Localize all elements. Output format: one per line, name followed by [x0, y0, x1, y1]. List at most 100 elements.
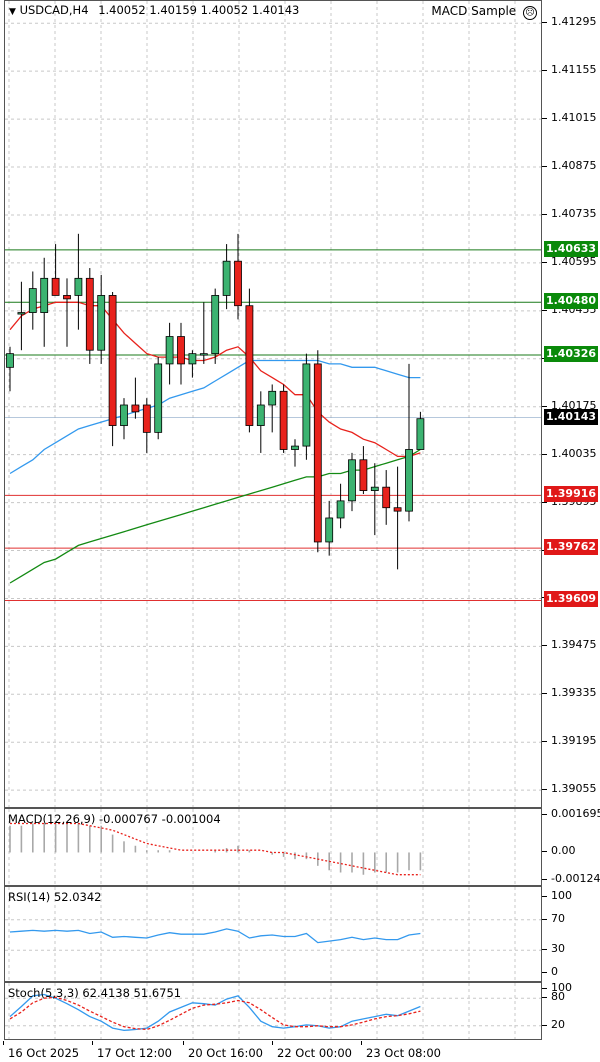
candle-bullish — [370, 486, 379, 491]
candle-bullish — [405, 449, 413, 512]
price-tick-label: 1.39475 — [542, 638, 597, 652]
stoch-tick-label: 100 — [542, 981, 572, 994]
candle-bullish — [256, 404, 265, 426]
stoch-tick-label: 20 — [542, 1017, 565, 1031]
candle-bullish — [6, 353, 14, 368]
candle-bearish — [142, 404, 151, 433]
time-tick-label: 16 Oct 2025 — [2, 1041, 80, 1060]
stoch-pane[interactable]: Stoch(5,3,3) 62.4138 51.6751 — [4, 982, 542, 1040]
rsi-axis: 100 70 30 0 — [542, 886, 600, 982]
candle-bullish — [188, 353, 197, 365]
stoch-title: Stoch(5,3,3) 62.4138 51.6751 — [8, 986, 182, 1000]
price-level-tag[interactable]: 1.40480 — [544, 293, 598, 310]
price-axis: 1.41295 1.41155 1.41015 1.40875 1.40735 1.405… — [542, 0, 600, 808]
price-level-tag[interactable]: 1.40633 — [544, 240, 598, 257]
rsi-tick-label: 30 — [542, 942, 565, 956]
price-level-tag[interactable]: 1.39762 — [544, 539, 598, 556]
candle-bullish — [28, 288, 37, 313]
macd-canvas — [8, 809, 516, 885]
candle-bearish — [177, 336, 185, 365]
expert-advisor-label[interactable]: MACD Sample ☹ — [431, 4, 537, 20]
candle-bearish — [279, 390, 288, 450]
price-tick-label: 1.40875 — [542, 159, 597, 173]
time-tick-label: 17 Oct 12:00 — [92, 1041, 172, 1060]
candle-bullish — [120, 404, 128, 426]
candle-bullish — [97, 295, 106, 351]
candle-bearish — [51, 277, 60, 296]
time-tick-label: 22 Oct 00:00 — [272, 1041, 352, 1060]
time-tick-label: 20 Oct 16:00 — [183, 1041, 263, 1060]
rsi-tick-label: 100 — [542, 889, 572, 902]
candle-bullish — [222, 260, 231, 296]
candle-bearish — [393, 507, 402, 512]
candle-bullish — [325, 517, 334, 543]
time-tick-label: 23 Oct 08:00 — [361, 1041, 441, 1060]
ohlc-values: 1.40052 1.40159 1.40052 1.40143 — [98, 3, 300, 17]
stoch-canvas — [5, 983, 541, 1039]
rsi-tick-label: 70 — [542, 911, 565, 925]
price-tick-label: 1.41155 — [542, 63, 597, 77]
candle-bullish — [199, 353, 208, 356]
candle-bearish — [359, 459, 368, 491]
macd-pane[interactable]: MACD(12,26,9) -0.000767 -0.001004 — [4, 808, 542, 886]
price-tick-label: 1.40595 — [542, 254, 597, 268]
candle-bearish — [382, 486, 391, 509]
price-tick-label: 1.39055 — [542, 782, 597, 796]
price-tick-label: 1.40175 — [542, 398, 597, 412]
stoch-tick-label: 80 — [542, 990, 565, 1004]
price-tick-label: 1.41295 — [542, 15, 597, 29]
candle-bullish — [154, 363, 163, 433]
macd-signal-line — [10, 822, 421, 876]
candle-bullish — [74, 277, 83, 296]
price-tick-label: 1.39195 — [542, 734, 597, 748]
macd-axis: 0.001695 0.00 -0.001244 — [541, 807, 600, 886]
rsi-canvas — [5, 887, 541, 981]
candle-bearish — [85, 277, 94, 351]
stoch-axis: 100 80 20 — [542, 982, 600, 1040]
candle-bearish — [108, 295, 117, 426]
price-chart-pane[interactable]: ▼ USDCAD,H4 1.40052 1.40159 1.40052 1.40… — [4, 0, 542, 808]
smiley-face-icon: ☹ — [523, 6, 537, 20]
macd-tick-label: 0.001695 — [542, 807, 600, 820]
price-tick-label: 1.40735 — [542, 206, 597, 220]
price-level-tag[interactable]: 1.40143 — [544, 408, 598, 425]
rsi-title: RSI(14) 52.0342 — [8, 890, 102, 904]
price-tick-label: 1.39335 — [542, 686, 597, 700]
candle-bullish — [291, 445, 299, 450]
price-level-tag[interactable]: 1.39916 — [544, 486, 598, 503]
candle-bullish — [17, 312, 26, 315]
candle-bullish — [40, 277, 49, 313]
expert-name: MACD Sample — [431, 4, 517, 18]
rsi-tick-label: 0 — [542, 965, 558, 978]
price-level-tag[interactable]: 1.39609 — [544, 591, 598, 608]
macd-title: MACD(12,26,9) -0.000767 -0.001004 — [8, 812, 221, 826]
candle-bullish — [336, 500, 345, 519]
rsi-pane[interactable]: RSI(14) 52.0342 — [4, 886, 542, 982]
ma-mid-line — [9, 359, 421, 475]
rsi-line — [9, 928, 421, 944]
candle-bearish — [131, 404, 140, 413]
stoch-signal-line — [9, 996, 421, 1031]
chart-header: ▼ USDCAD,H4 1.40052 1.40159 1.40052 1.40… — [9, 3, 299, 17]
ma-slow-line — [9, 448, 421, 584]
candle-bullish — [165, 336, 174, 365]
macd-tick-label: -0.001244 — [541, 873, 600, 885]
price-chart-canvas — [5, 1, 541, 807]
candle-bearish — [63, 295, 71, 300]
chart-menu-triangle-icon[interactable]: ▼ — [9, 7, 16, 17]
candle-bullish — [348, 459, 356, 502]
symbol-timeframe: USDCAD,H4 — [19, 3, 89, 17]
candle-bearish — [313, 363, 322, 543]
price-tick-label: 1.41015 — [542, 111, 597, 125]
price-tick-label: 1.40035 — [542, 446, 597, 460]
candle-bullish — [211, 295, 220, 355]
candle-bearish — [234, 260, 242, 307]
time-axis: 16 Oct 2025 17 Oct 12:00 20 Oct 16:00 22 Oc… — [0, 1040, 600, 1062]
candle-bullish — [416, 418, 425, 450]
candle-bearish — [245, 305, 254, 426]
candle-bullish — [268, 390, 277, 406]
price-level-tag[interactable]: 1.40326 — [544, 346, 598, 362]
candle-bullish — [302, 363, 311, 447]
macd-tick-label: 0.00 — [542, 844, 576, 858]
stoch-main-line — [9, 993, 421, 1032]
